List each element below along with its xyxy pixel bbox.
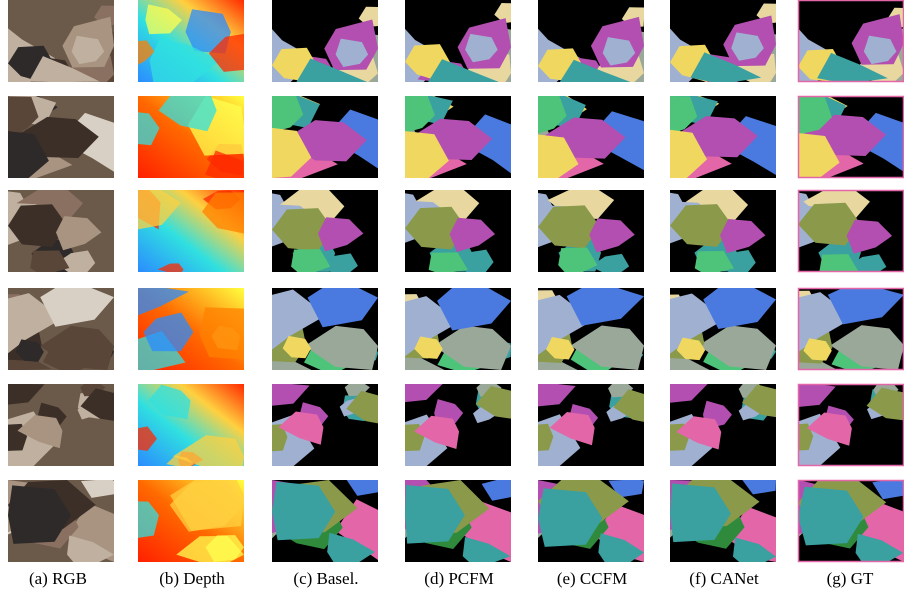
image [405, 480, 511, 562]
image-cell [138, 288, 244, 370]
image-cell [272, 288, 378, 370]
image-cell [8, 288, 114, 370]
image [670, 0, 776, 82]
figure: (a) RGB (b) Depth (c) Basel. (d) PCFM (e… [0, 0, 904, 593]
image-cell [798, 480, 904, 562]
caption: (b) Depth [159, 569, 225, 588]
image-cell [538, 0, 644, 82]
image-cell [538, 480, 644, 562]
image [8, 190, 114, 272]
image [538, 0, 644, 82]
image [405, 384, 511, 466]
image-cell [405, 384, 511, 466]
image-cell [405, 190, 511, 272]
image-cell [538, 384, 644, 466]
caption: (e) CCFM [557, 569, 627, 588]
image-cell [670, 96, 776, 178]
image-cell [138, 480, 244, 562]
image [798, 384, 904, 466]
image [138, 190, 244, 272]
image [798, 0, 904, 82]
caption: (d) PCFM [424, 569, 493, 588]
image [538, 96, 644, 178]
image-cell [138, 0, 244, 82]
image-cell [272, 480, 378, 562]
image-cell [798, 190, 904, 272]
image [272, 288, 378, 370]
image-cell [670, 0, 776, 82]
image [798, 288, 904, 370]
image [8, 288, 114, 370]
caption: (f) CANet [689, 569, 759, 588]
image [138, 384, 244, 466]
image [798, 96, 904, 178]
image-cell [272, 0, 378, 82]
image [405, 190, 511, 272]
image [670, 96, 776, 178]
image-cell [798, 288, 904, 370]
image [8, 384, 114, 466]
image-cell [272, 190, 378, 272]
image [670, 190, 776, 272]
caption: (c) Basel. [293, 569, 358, 588]
image [538, 190, 644, 272]
image [138, 96, 244, 178]
image-cell [798, 0, 904, 82]
image-cell [272, 96, 378, 178]
image [138, 480, 244, 562]
image [798, 480, 904, 562]
image-cell [405, 288, 511, 370]
image-cell [405, 480, 511, 562]
image-cell [8, 0, 114, 82]
image [405, 288, 511, 370]
image [405, 96, 511, 178]
image [272, 384, 378, 466]
image [538, 480, 644, 562]
image [272, 190, 378, 272]
image-cell [138, 190, 244, 272]
image-cell [798, 384, 904, 466]
image-cell [538, 190, 644, 272]
image [272, 96, 378, 178]
image [670, 480, 776, 562]
image-cell [8, 190, 114, 272]
image [138, 288, 244, 370]
image-cell [670, 288, 776, 370]
image-cell [8, 480, 114, 562]
image-cell [8, 384, 114, 466]
image [670, 384, 776, 466]
image-cell [798, 96, 904, 178]
image [670, 288, 776, 370]
image [8, 480, 114, 562]
image-cell [405, 0, 511, 82]
caption: (g) GT [827, 569, 874, 588]
image-cell [538, 288, 644, 370]
image [8, 0, 114, 82]
image-cell [670, 384, 776, 466]
image [538, 384, 644, 466]
image-cell [405, 96, 511, 178]
image-cell [272, 384, 378, 466]
image-cell [670, 190, 776, 272]
image [8, 96, 114, 178]
image-cell [538, 96, 644, 178]
caption: (a) RGB [29, 569, 87, 588]
image [272, 480, 378, 562]
image-cell [138, 96, 244, 178]
image-cell [670, 480, 776, 562]
image [272, 0, 378, 82]
page: (a) RGB (b) Depth (c) Basel. (d) PCFM (e… [0, 0, 904, 593]
image [798, 190, 904, 272]
image [138, 0, 244, 82]
image [405, 0, 511, 82]
image [538, 288, 644, 370]
image-cell [138, 384, 244, 466]
image-cell [8, 96, 114, 178]
